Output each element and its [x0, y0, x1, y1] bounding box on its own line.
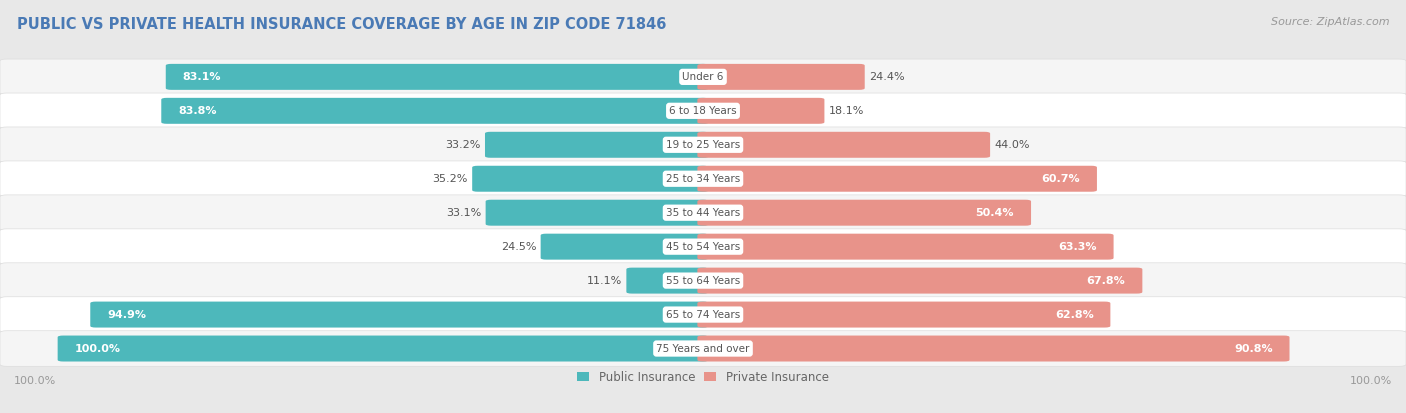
FancyBboxPatch shape — [697, 335, 1289, 361]
Text: Under 6: Under 6 — [682, 72, 724, 82]
FancyBboxPatch shape — [697, 268, 1142, 294]
FancyBboxPatch shape — [485, 132, 709, 158]
FancyBboxPatch shape — [541, 234, 709, 260]
Text: 35 to 44 Years: 35 to 44 Years — [666, 208, 740, 218]
Text: 65 to 74 Years: 65 to 74 Years — [666, 310, 740, 320]
Text: 33.1%: 33.1% — [446, 208, 481, 218]
FancyBboxPatch shape — [0, 59, 1406, 95]
Text: 63.3%: 63.3% — [1059, 242, 1097, 252]
Text: 24.5%: 24.5% — [501, 242, 537, 252]
Text: 25 to 34 Years: 25 to 34 Years — [666, 174, 740, 184]
FancyBboxPatch shape — [697, 98, 824, 124]
FancyBboxPatch shape — [0, 297, 1406, 332]
FancyBboxPatch shape — [0, 93, 1406, 128]
Text: Source: ZipAtlas.com: Source: ZipAtlas.com — [1271, 17, 1389, 26]
Text: 94.9%: 94.9% — [107, 310, 146, 320]
Text: 83.8%: 83.8% — [179, 106, 217, 116]
FancyBboxPatch shape — [0, 127, 1406, 163]
Legend: Public Insurance, Private Insurance: Public Insurance, Private Insurance — [572, 366, 834, 389]
Text: 50.4%: 50.4% — [976, 208, 1014, 218]
FancyBboxPatch shape — [0, 161, 1406, 197]
Text: 100.0%: 100.0% — [1350, 376, 1392, 386]
Text: 44.0%: 44.0% — [994, 140, 1029, 150]
Text: 62.8%: 62.8% — [1054, 310, 1094, 320]
FancyBboxPatch shape — [697, 166, 1097, 192]
FancyBboxPatch shape — [0, 229, 1406, 264]
FancyBboxPatch shape — [697, 132, 990, 158]
Text: 60.7%: 60.7% — [1042, 174, 1080, 184]
Text: 45 to 54 Years: 45 to 54 Years — [666, 242, 740, 252]
FancyBboxPatch shape — [166, 64, 709, 90]
FancyBboxPatch shape — [697, 200, 1031, 225]
Text: 6 to 18 Years: 6 to 18 Years — [669, 106, 737, 116]
Text: 35.2%: 35.2% — [433, 174, 468, 184]
Text: 90.8%: 90.8% — [1234, 344, 1272, 354]
Text: 19 to 25 Years: 19 to 25 Years — [666, 140, 740, 150]
Text: PUBLIC VS PRIVATE HEALTH INSURANCE COVERAGE BY AGE IN ZIP CODE 71846: PUBLIC VS PRIVATE HEALTH INSURANCE COVER… — [17, 17, 666, 31]
FancyBboxPatch shape — [485, 200, 709, 225]
FancyBboxPatch shape — [0, 331, 1406, 366]
FancyBboxPatch shape — [162, 98, 709, 124]
FancyBboxPatch shape — [472, 166, 709, 192]
FancyBboxPatch shape — [697, 64, 865, 90]
Text: 55 to 64 Years: 55 to 64 Years — [666, 275, 740, 286]
FancyBboxPatch shape — [626, 268, 709, 294]
Text: 33.2%: 33.2% — [446, 140, 481, 150]
FancyBboxPatch shape — [90, 301, 709, 328]
FancyBboxPatch shape — [697, 234, 1114, 260]
Text: 24.4%: 24.4% — [869, 72, 904, 82]
FancyBboxPatch shape — [697, 301, 1111, 328]
Text: 100.0%: 100.0% — [14, 376, 56, 386]
Text: 83.1%: 83.1% — [183, 72, 221, 82]
Text: 75 Years and over: 75 Years and over — [657, 344, 749, 354]
Text: 18.1%: 18.1% — [828, 106, 865, 116]
FancyBboxPatch shape — [58, 335, 709, 361]
Text: 100.0%: 100.0% — [75, 344, 121, 354]
Text: 67.8%: 67.8% — [1087, 275, 1125, 286]
FancyBboxPatch shape — [0, 195, 1406, 230]
FancyBboxPatch shape — [0, 263, 1406, 299]
Text: 11.1%: 11.1% — [586, 275, 621, 286]
